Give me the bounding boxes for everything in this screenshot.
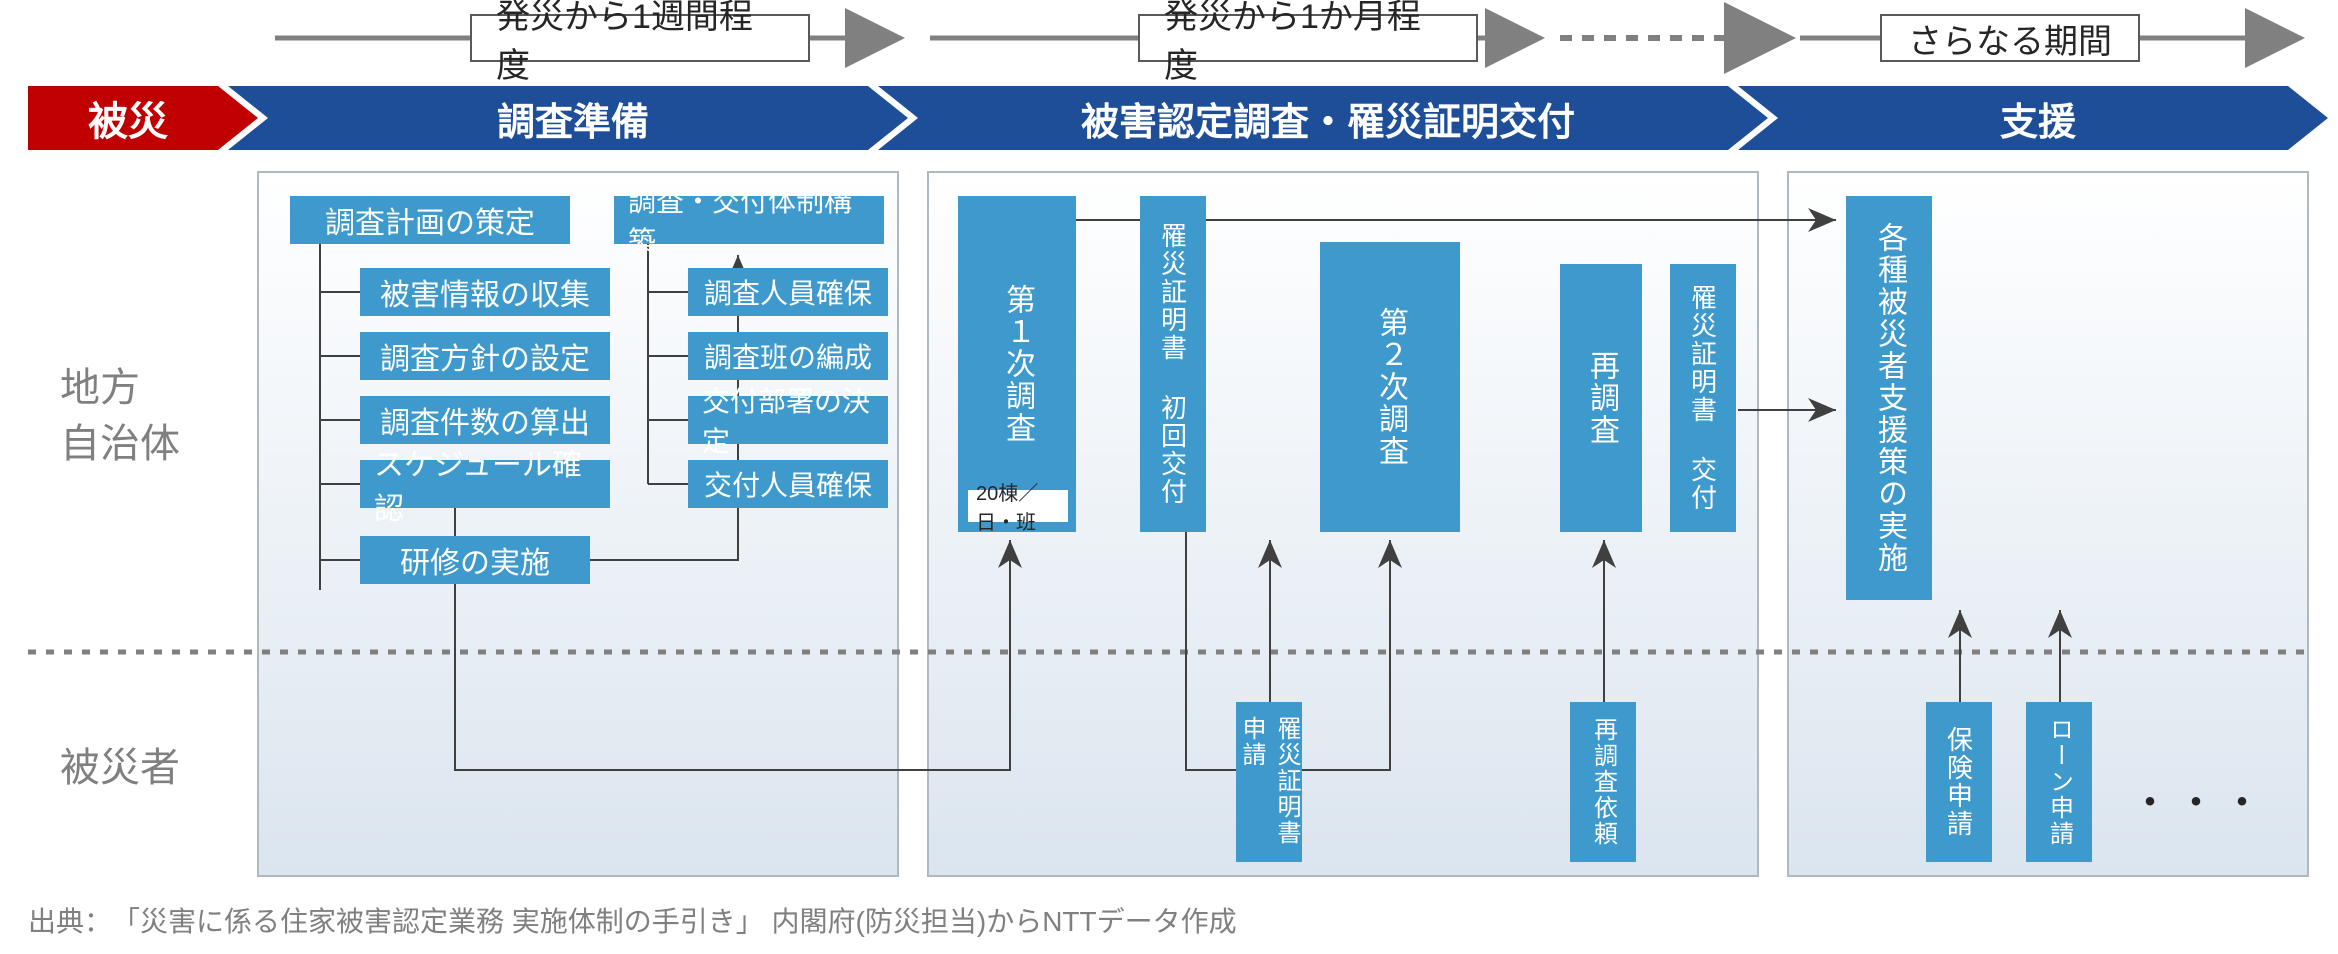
- time-label-1: 発災から1週間程度: [470, 14, 810, 62]
- prep-col2-item-0: 調査人員確保: [688, 268, 888, 316]
- survey-first-label: 第１次調査: [995, 284, 1039, 444]
- prep-col1-item-1: 調査方針の設定: [360, 332, 610, 380]
- apply-cert: 罹災証明書申請: [1236, 702, 1302, 862]
- prep-col2-item-1: 調査班の編成: [688, 332, 888, 380]
- survey-first-note: 20棟／日・班: [968, 490, 1068, 522]
- time-label-3: さらなる期間: [1880, 14, 2140, 62]
- prep-col1-item-0: 被害情報の収集: [360, 268, 610, 316]
- survey-recheck: 再調査: [1560, 264, 1642, 532]
- support-impl: 各種被災者支援策の実施: [1846, 196, 1932, 600]
- prep-col1-item-3: スケジュール確認: [360, 460, 610, 508]
- support-loan: ローン申請: [2026, 702, 2092, 862]
- prep-training: 研修の実施: [360, 536, 590, 584]
- apply-recheck: 再調査依頼: [1570, 702, 1636, 862]
- prep-col2-head: 調査・交付体制構築: [614, 196, 884, 244]
- survey-second: 第２次調査: [1320, 242, 1460, 532]
- support-ellipsis: ・・・: [2130, 770, 2268, 828]
- source-citation: 出典： 「災害に係る住家被害認定業務 実施体制の手引き」 内閣府(防災担当)から…: [28, 900, 1237, 940]
- prep-col1-head: 調査計画の策定: [290, 196, 570, 244]
- time-label-2: 発災から1か月程度: [1138, 14, 1478, 62]
- phase-prep: 調査準備: [278, 86, 868, 150]
- prep-col2-item-3: 交付人員確保: [688, 460, 888, 508]
- cert-later: 罹災証明書 交付: [1670, 264, 1736, 532]
- support-insurance: 保険申請: [1926, 702, 1992, 862]
- prep-col2-item-2: 交付部署の決定: [688, 396, 888, 444]
- prep-col1-item-2: 調査件数の算出: [360, 396, 610, 444]
- lane-citizen: 被災者: [60, 740, 180, 796]
- lane-gov: 地方 自治体: [60, 360, 180, 472]
- phase-support: 支援: [1788, 86, 2288, 150]
- phase-start: 被災: [28, 86, 228, 150]
- cert-first: 罹災証明書 初回交付: [1140, 196, 1206, 532]
- phase-survey: 被害認定調査・罹災証明交付: [928, 86, 1728, 150]
